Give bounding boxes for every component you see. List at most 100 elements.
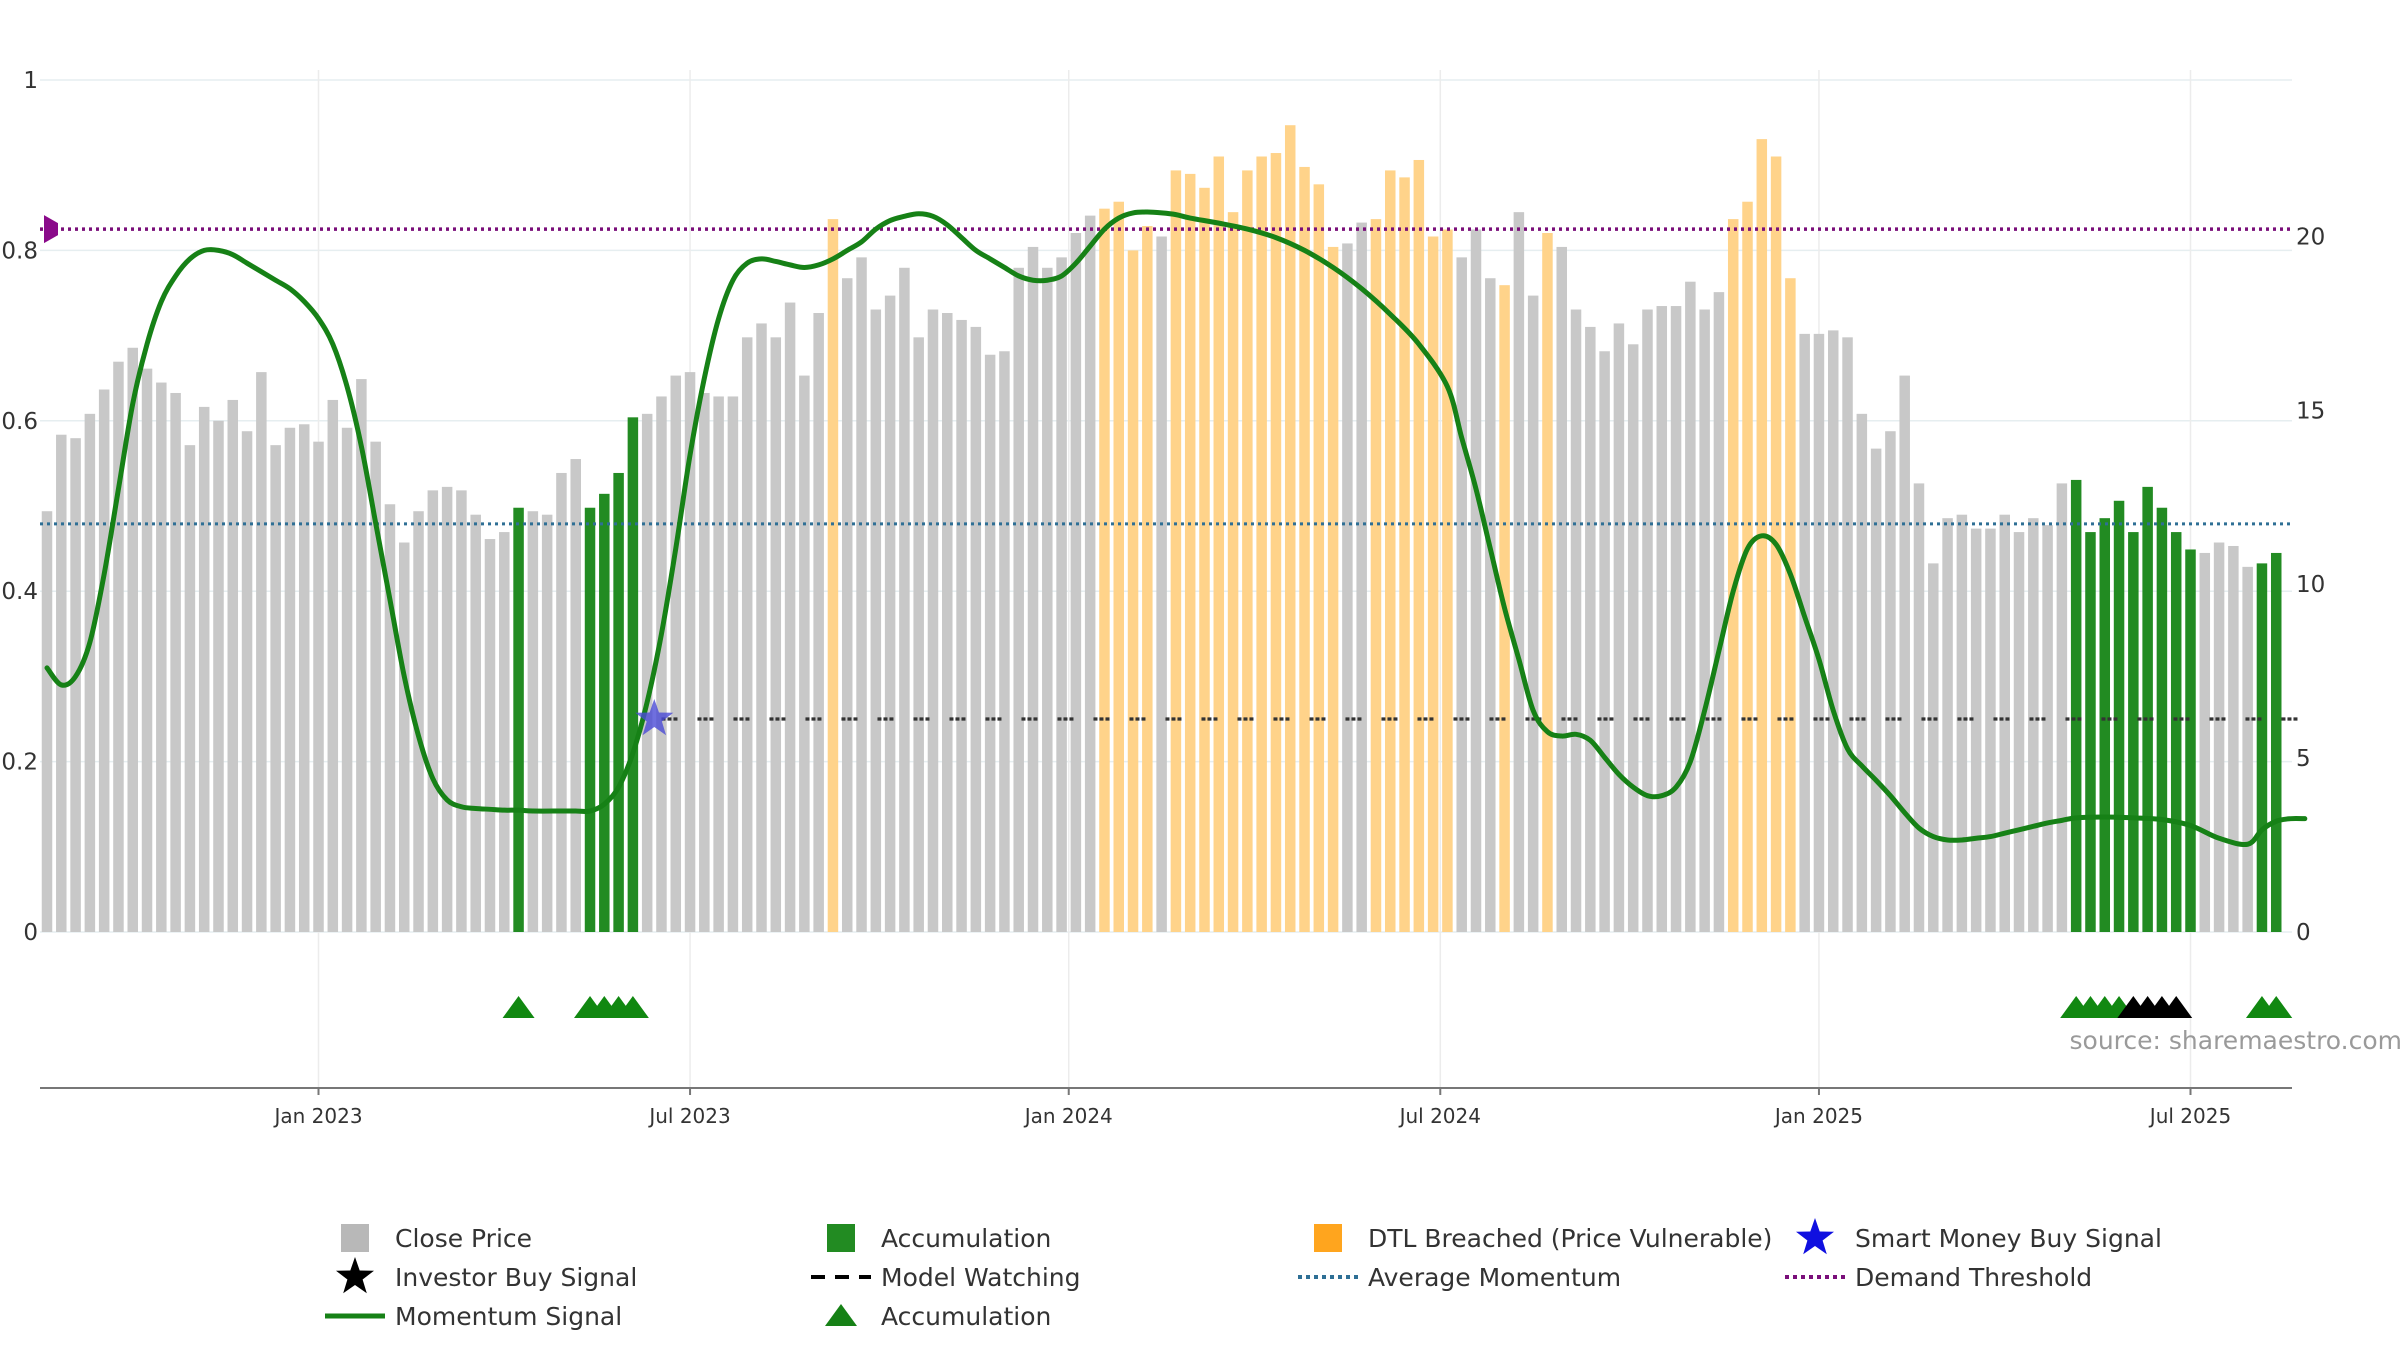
price-bar xyxy=(2028,518,2039,932)
price-bar xyxy=(298,424,310,932)
price-bar xyxy=(327,399,339,932)
price-bar xyxy=(2085,532,2096,932)
price-bar xyxy=(270,445,281,932)
price-bar xyxy=(1385,170,1396,932)
legend: Close Price Accumulation DTL Breached (Pri… xyxy=(325,1218,2162,1331)
price-bar xyxy=(113,361,124,932)
price-bar xyxy=(1413,159,1425,933)
price-bar xyxy=(1928,563,1939,932)
price-bar xyxy=(1842,337,1853,933)
legend-item: Close Price xyxy=(341,1224,532,1253)
legend-label: Investor Buy Signal xyxy=(395,1263,637,1292)
price-bar xyxy=(1127,250,1139,932)
markers xyxy=(44,215,2293,1018)
price-bar xyxy=(1370,219,1382,932)
legend-item: Accumulation xyxy=(825,1302,1051,1331)
price-bar xyxy=(827,219,839,932)
price-bar xyxy=(884,295,896,932)
price-bar xyxy=(1284,125,1296,933)
price-bar xyxy=(1670,306,1682,933)
legend-label: Model Watching xyxy=(881,1263,1081,1292)
price-bar xyxy=(1213,156,1225,933)
price-bar xyxy=(1342,243,1353,933)
y-right-tick-label: 5 xyxy=(2296,746,2311,772)
price-bar xyxy=(1970,528,1982,932)
price-bar xyxy=(1885,431,1896,932)
y-left-tick-label: 0.4 xyxy=(1,579,38,605)
price-bar xyxy=(1485,278,1496,932)
price-bar xyxy=(1585,326,1596,932)
price-bar xyxy=(2199,552,2211,932)
legend-item: Accumulation xyxy=(827,1224,1051,1253)
price-bar xyxy=(1599,351,1610,932)
price-bar xyxy=(813,312,824,932)
price-bar xyxy=(1356,222,1367,932)
price-bar xyxy=(1828,330,1839,932)
price-bar xyxy=(356,379,367,932)
legend-label: Accumulation xyxy=(881,1302,1051,1331)
legend-item: Model Watching xyxy=(811,1263,1081,1292)
price-bar xyxy=(1870,448,1882,932)
price-bar xyxy=(1613,323,1625,932)
price-bar xyxy=(98,389,110,932)
price-bar xyxy=(70,438,81,932)
investor-buy-triangle xyxy=(2160,996,2193,1018)
price-bar xyxy=(1627,344,1639,932)
price-bar xyxy=(956,319,967,932)
price-bar xyxy=(1727,219,1739,932)
x-tick-label: Jan 2023 xyxy=(272,1104,362,1128)
price-bar xyxy=(1899,375,1910,933)
price-bar xyxy=(1399,177,1410,932)
price-bar xyxy=(1013,267,1024,933)
y-left-tick-label: 0 xyxy=(23,920,38,946)
price-bar xyxy=(1442,229,1453,933)
price-bar xyxy=(756,323,767,932)
accumulation-triangle xyxy=(502,996,535,1018)
price-bar xyxy=(999,351,1010,932)
price-bar xyxy=(1142,226,1153,933)
price-bar xyxy=(741,337,753,933)
price-bar xyxy=(84,413,96,932)
price-bar xyxy=(1070,233,1082,933)
y-left-tick-label: 0.8 xyxy=(1,238,38,264)
price-bar xyxy=(1799,333,1810,933)
price-bar xyxy=(1427,236,1439,932)
price-bar xyxy=(1042,267,1053,933)
price-bar xyxy=(1027,246,1039,932)
legend-item: Investor Buy Signal xyxy=(336,1257,637,1294)
price-bar xyxy=(370,441,381,932)
price-bar xyxy=(156,382,167,932)
accumulation-triangle xyxy=(616,996,649,1018)
legend-label: Momentum Signal xyxy=(395,1302,622,1331)
price-bar xyxy=(770,337,782,933)
x-tick-label: Jul 2025 xyxy=(2148,1104,2231,1128)
price-bar xyxy=(2242,566,2253,932)
price-bar xyxy=(927,309,939,932)
legend-swatch-square xyxy=(341,1224,369,1252)
price-bar xyxy=(2128,532,2139,932)
legend-swatch-square xyxy=(827,1224,855,1252)
price-bar xyxy=(913,337,924,933)
legend-label: Close Price xyxy=(395,1224,532,1253)
price-bar xyxy=(942,312,953,932)
legend-label: Smart Money Buy Signal xyxy=(1855,1224,2162,1253)
price-bar xyxy=(1242,170,1253,932)
price-bar xyxy=(984,354,996,932)
price-bar xyxy=(570,459,581,932)
price-bar xyxy=(599,493,610,932)
price-bar xyxy=(2042,525,2053,932)
price-bar xyxy=(1199,187,1210,932)
price-bar xyxy=(2099,518,2111,932)
price-bar xyxy=(1742,201,1753,932)
price-bar xyxy=(727,396,739,932)
price-bar xyxy=(2113,500,2125,932)
price-bar xyxy=(2256,563,2268,932)
legend-swatch-triangle xyxy=(825,1304,857,1326)
price-bar xyxy=(313,441,324,932)
price-bar xyxy=(670,375,682,933)
price-bar xyxy=(413,511,424,932)
price-bar xyxy=(970,326,982,932)
price-bar xyxy=(1084,215,1096,932)
price-bar xyxy=(2213,542,2225,932)
